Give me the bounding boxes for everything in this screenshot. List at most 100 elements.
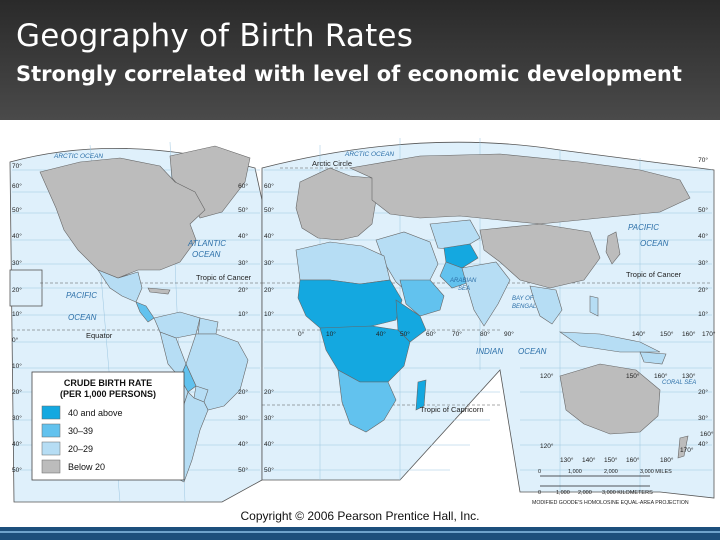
latitude-label: 50°: [264, 206, 274, 214]
longitude-label: 120°: [540, 372, 554, 380]
longitude-label: 60°: [426, 330, 436, 338]
latitude-label: 50°: [698, 206, 708, 214]
north-america: [39, 145, 251, 323]
australia: [559, 363, 661, 435]
longitude-label: 170°: [702, 330, 716, 338]
longitude-label: 130°: [682, 372, 696, 380]
arctic-ocean-w: ARCTIC OCEAN: [53, 153, 103, 160]
scale-km-2: 2,000: [578, 490, 592, 496]
indian-ocean: INDIAN: [476, 347, 503, 356]
legend-label-3: 20–29: [68, 444, 93, 454]
madagascar: [415, 379, 427, 411]
arabian-peninsula: [399, 279, 445, 317]
longitude-label: 170°: [680, 446, 694, 454]
latitude-label: 70°: [698, 156, 708, 164]
atlantic-ocean-1: ATLANTIC: [187, 239, 226, 248]
longitude-label: 10°: [326, 330, 336, 338]
japan: [605, 231, 621, 265]
pacific-ocean-w2: OCEAN: [68, 313, 97, 322]
latitude-label: 20°: [698, 286, 708, 294]
latitude-label: 50°: [238, 466, 248, 474]
longitude-label: 150°: [626, 372, 640, 380]
latitude-label: 50°: [12, 206, 22, 214]
latitude-label: 10°: [12, 362, 22, 370]
latitude-label: 40°: [238, 232, 248, 240]
latitude-label: 30°: [238, 259, 248, 267]
latitude-label: 30°: [264, 414, 274, 422]
legend-title-line1: CRUDE BIRTH RATE: [64, 378, 152, 388]
latitude-ticks-mid-left: 60° 50° 40° 30° 20° 10° 20° 30° 40° 50°: [238, 182, 248, 474]
bay-of-bengal-1: BAY OF: [512, 296, 534, 302]
slide-header: Geography of Birth Rates Strongly correl…: [0, 0, 720, 120]
tropic-of-cancer-w: Tropic of Cancer: [196, 273, 252, 282]
central-america: [135, 301, 155, 323]
legend-label-1: 40 and above: [68, 408, 123, 418]
arctic-ocean-e: ARCTIC OCEAN: [344, 151, 394, 158]
latitude-label: 20°: [698, 388, 708, 396]
new-zealand: [677, 435, 689, 459]
longitude-label: 0°: [298, 330, 305, 338]
canada-usa: [39, 157, 206, 279]
slide-subtitle: Strongly correlated with level of econom…: [16, 62, 682, 86]
latitude-label: 60°: [238, 182, 248, 190]
longitude-label: 90°: [504, 330, 514, 338]
horn-of-africa: [395, 299, 427, 343]
longitude-label: 160°: [626, 456, 640, 464]
legend-swatch-4: [41, 459, 61, 474]
scale-mi-2: 2,000: [604, 469, 618, 475]
latitude-ticks-mid-right: 60° 50° 40° 30° 20° 10° 20° 30° 40° 50°: [264, 182, 274, 474]
indonesia: [558, 331, 661, 353]
longitude-label: 150°: [660, 330, 674, 338]
latitude-label: 0°: [12, 336, 19, 344]
longitude-label: 150°: [604, 456, 618, 464]
scale-bar: 0 1,000 2,000 3,000 MILES 0 1,000 2,000 …: [532, 469, 689, 506]
longitude-label: 120°: [540, 442, 554, 450]
latitude-label: 50°: [264, 466, 274, 474]
longitude-label: 180°: [660, 456, 674, 464]
sahel-west-africa: [297, 279, 403, 331]
oceania: [559, 351, 689, 459]
pacific-ocean-e2: OCEAN: [640, 239, 669, 248]
legend-swatch-2: [41, 423, 61, 438]
latitude-label: 40°: [12, 232, 22, 240]
coral-sea: CORAL SEA: [662, 380, 696, 386]
africa: [295, 241, 427, 433]
latitude-label: 40°: [12, 440, 22, 448]
legend-label-4: Below 20: [68, 462, 105, 472]
latitude-label: 20°: [264, 286, 274, 294]
pacific-ocean-e1: PACIFIC: [628, 223, 659, 232]
map-frame: CRUDE BIRTH RATE (PER 1,000 PERSONS) 40 …: [0, 120, 720, 532]
latitude-label: 60°: [12, 182, 22, 190]
scale-km-1: 1,000: [556, 490, 570, 496]
latitude-label: 30°: [698, 414, 708, 422]
arctic-circle-label: Arctic Circle: [312, 159, 352, 168]
latitude-label: 10°: [12, 310, 22, 318]
pakistan: [439, 261, 471, 289]
pacific-ocean-w1: PACIFIC: [66, 291, 97, 300]
tropic-of-cancer-e: Tropic of Cancer: [626, 270, 682, 279]
bay-of-bengal-2: BENGAL: [512, 304, 536, 310]
legend: CRUDE BIRTH RATE (PER 1,000 PERSONS) 40 …: [31, 371, 185, 481]
longitude-label: 130°: [560, 456, 574, 464]
latitude-label: 40°: [264, 232, 274, 240]
philippines: [589, 295, 599, 317]
latitude-ticks-right: 70° 50° 40° 30° 20° 10° 20° 30° 40°: [698, 156, 708, 448]
latitude-label: 30°: [12, 259, 22, 267]
latitude-label: 30°: [238, 414, 248, 422]
legend-title-line2: (PER 1,000 PERSONS): [60, 389, 156, 399]
legend-label-2: 30–39: [68, 426, 93, 436]
longitude-label: 70°: [452, 330, 462, 338]
papua-new-guinea: [639, 351, 667, 365]
southeast-asia: [529, 285, 563, 325]
latitude-label: 20°: [12, 286, 22, 294]
equator-label: Equator: [86, 331, 113, 340]
slide-title: Geography of Birth Rates: [16, 18, 414, 54]
latitude-label: 10°: [238, 310, 248, 318]
arabian-sea-1: ARABIAN: [449, 278, 477, 284]
latitude-label: 40°: [698, 440, 708, 448]
latitude-label: 20°: [12, 388, 22, 396]
longitude-label: 140°: [582, 456, 596, 464]
bottom-bar-stripe: [0, 531, 720, 533]
longitude-label: 80°: [480, 330, 490, 338]
latitude-line-labels: Arctic Circle Tropic of Cancer Tropic of…: [86, 159, 682, 414]
